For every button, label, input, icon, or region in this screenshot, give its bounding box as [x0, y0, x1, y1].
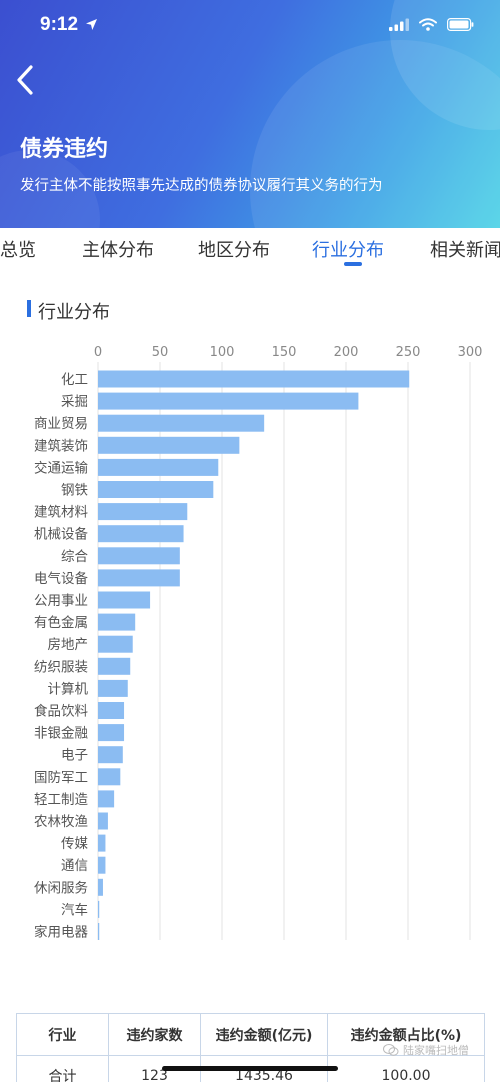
watermark-text: 陆家嘴扫地僧: [403, 1044, 469, 1057]
wifi-icon: [419, 18, 437, 31]
bar: [98, 591, 151, 609]
bar: [98, 436, 240, 454]
location-arrow-icon: [86, 19, 97, 30]
table-cell: 100.00: [381, 1068, 431, 1082]
tab-related-news[interactable]: 相关新闻: [430, 240, 500, 261]
tab-bar: 违约总览 主体分布 地区分布 行业分布 相关新闻: [0, 228, 500, 270]
y-category-label: 非银金融: [34, 726, 88, 742]
y-category-label: 通信: [61, 858, 88, 874]
tab-industry-distribution[interactable]: 行业分布: [312, 240, 384, 261]
bar: [98, 370, 410, 388]
y-category-label: 轻工制造: [34, 792, 88, 808]
page-subtitle: 发行主体不能按照事先达成的债券协议履行其义务的行为: [20, 178, 383, 194]
bar: [98, 503, 188, 521]
tab-region-distribution[interactable]: 地区分布: [198, 240, 270, 261]
table-header-cell: 违约金额占比(%): [350, 1027, 462, 1044]
wechat-icon: [383, 1044, 399, 1056]
y-category-label: 家用电器: [34, 924, 88, 941]
bar: [98, 768, 121, 786]
industry-bar-chart: 0 50 100 150 200 250 300 化工采掘商业贸易建筑装饰交通运输钢铁建筑材料…: [34, 345, 483, 941]
y-category-label: 房地产: [48, 637, 89, 653]
y-category-label: 计算机: [48, 681, 89, 697]
y-category-label: 休闲服务: [34, 880, 88, 896]
active-tab-indicator: [344, 262, 362, 266]
table-cell: 合计: [17, 1056, 109, 1082]
bar: [98, 878, 103, 896]
y-category-label: 食品饮料: [34, 703, 88, 720]
status-indicators: [389, 18, 474, 31]
y-category-label: 电气设备: [34, 570, 88, 587]
bar: [98, 724, 125, 742]
x-tick-label: 100: [210, 345, 235, 360]
bar: [98, 635, 133, 653]
page-title: 债券违约: [20, 137, 109, 162]
y-category-label: 传媒: [61, 836, 88, 852]
y-category-label: 机械设备: [34, 526, 88, 543]
home-indicator[interactable]: [162, 1066, 338, 1071]
y-category-label: 农林牧渔: [34, 814, 88, 830]
status-time: 9:12: [40, 14, 79, 35]
y-category-label: 国防军工: [34, 770, 88, 786]
bar: [98, 679, 128, 697]
y-category-label: 交通运输: [34, 459, 88, 476]
bar: [98, 746, 123, 764]
bar: [98, 834, 106, 852]
section-accent-bar: [27, 300, 31, 317]
y-category-label: 化工: [61, 372, 88, 388]
bar: [98, 458, 219, 476]
y-category-label: 钢铁: [61, 483, 88, 499]
bar: [98, 702, 125, 719]
x-tick-label: 200: [334, 345, 359, 360]
bar: [98, 569, 180, 587]
y-category-label: 建筑材料: [34, 505, 88, 521]
bar: [98, 790, 115, 808]
default-summary-table: 行业 违约家数 违约金额(亿元) 违约金额占比(%) 合计 123 1435.4…: [16, 1013, 485, 1082]
watermark: 陆家嘴扫地僧: [383, 1042, 469, 1058]
tab-overview[interactable]: 违约总览: [0, 240, 36, 261]
y-category-label: 电子: [61, 748, 88, 764]
x-tick-label: 0: [94, 345, 102, 360]
section-title: 行业分布: [38, 302, 110, 323]
bar: [98, 923, 100, 940]
battery-icon: [447, 18, 474, 31]
bar: [98, 812, 108, 830]
bar: [98, 900, 100, 918]
y-category-label: 商业贸易: [34, 416, 88, 432]
x-tick-label: 50: [152, 345, 169, 360]
y-category-label: 采掘: [61, 394, 88, 410]
y-category-label: 公用事业: [34, 593, 88, 609]
bar: [98, 525, 184, 543]
x-tick-label: 150: [272, 345, 297, 360]
bar: [98, 547, 180, 565]
bar: [98, 856, 106, 874]
back-arrow-icon[interactable]: [12, 62, 42, 98]
bar: [98, 481, 214, 498]
bar: [98, 392, 359, 410]
signal-icon: [389, 18, 409, 31]
page-header: 9:12 债券违约 发行主体不能按照事先达成的债券协议履行其义务的行为: [0, 0, 500, 228]
bar: [98, 657, 131, 675]
x-tick-label: 300: [458, 345, 483, 360]
table-header-cell: 违约家数: [109, 1014, 201, 1055]
bar: [98, 613, 136, 631]
y-category-label: 有色金属: [34, 614, 88, 631]
tab-entity-distribution[interactable]: 主体分布: [82, 240, 154, 261]
x-tick-label: 250: [396, 345, 421, 360]
y-category-label: 纺织服装: [34, 659, 88, 675]
y-category-label: 综合: [61, 549, 88, 565]
table-header-cell: 行业: [17, 1014, 109, 1055]
bar: [98, 414, 265, 432]
table-header-cell: 违约金额(亿元): [201, 1014, 328, 1055]
y-category-label: 建筑装饰: [34, 438, 88, 454]
table-header-row: 行业 违约家数 违约金额(亿元) 违约金额占比(%): [17, 1014, 484, 1056]
y-category-label: 汽车: [61, 901, 88, 918]
